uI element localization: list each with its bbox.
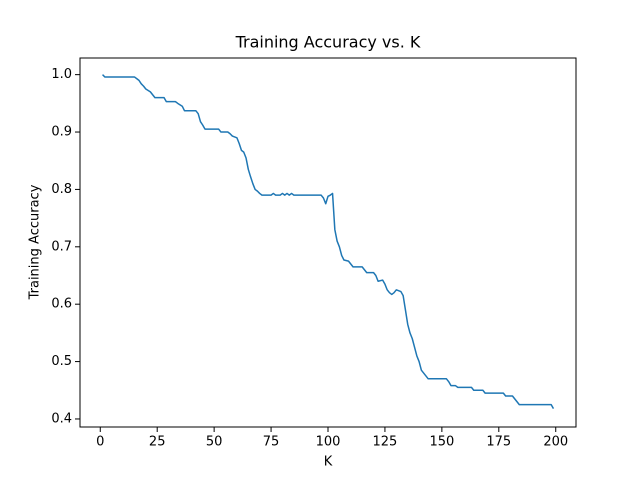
x-tick-label: 175 bbox=[486, 435, 511, 450]
x-tick-label: 75 bbox=[263, 435, 280, 450]
x-tick-label: 25 bbox=[149, 435, 166, 450]
x-tick-label: 100 bbox=[316, 435, 341, 450]
x-tick-label: 125 bbox=[373, 435, 398, 450]
y-tick-label: 0.6 bbox=[51, 297, 72, 312]
data-line bbox=[102, 74, 555, 410]
chart-title: Training Accuracy vs. K bbox=[235, 33, 421, 52]
x-tick-label: 200 bbox=[543, 435, 568, 450]
x-tick-label: 50 bbox=[206, 435, 223, 450]
y-tick-label: 1.0 bbox=[51, 67, 72, 82]
x-tick-label: 0 bbox=[96, 435, 104, 450]
y-tick-label: 0.5 bbox=[51, 354, 72, 369]
y-tick-label: 0.7 bbox=[51, 239, 72, 254]
axes-frame bbox=[79, 57, 577, 428]
x-tick-label: 150 bbox=[429, 435, 454, 450]
x-axis-label: K bbox=[324, 455, 333, 470]
y-axis-label: Training Accuracy bbox=[28, 184, 43, 300]
y-tick-label: 0.9 bbox=[51, 125, 72, 140]
y-tick-label: 0.8 bbox=[51, 182, 72, 197]
y-tick-label: 0.4 bbox=[51, 411, 72, 426]
